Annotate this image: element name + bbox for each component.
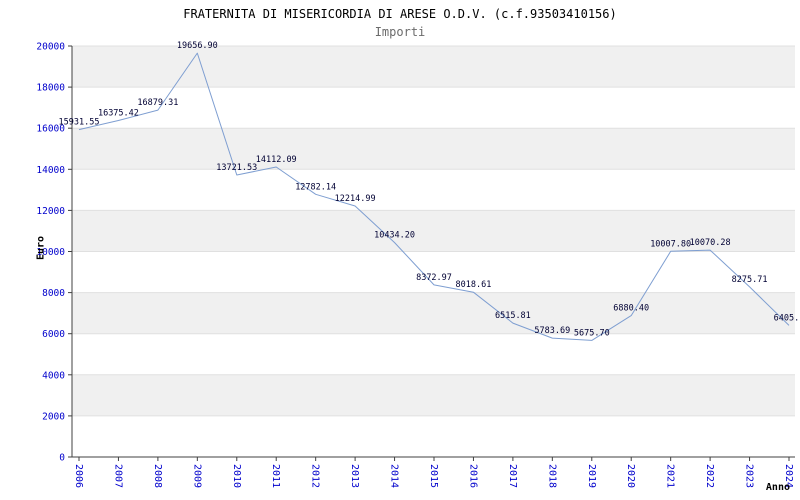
plot-band [72, 210, 795, 252]
point-label: 8275.71 [732, 275, 768, 285]
y-tick-label: 0 [59, 453, 65, 464]
x-tick-label: 2009 [191, 464, 202, 488]
x-tick-label: 2007 [112, 464, 123, 488]
point-label: 12214.99 [335, 194, 376, 204]
x-tick-label: 2022 [704, 464, 715, 488]
point-label: 14112.09 [256, 155, 297, 165]
point-label: 10070.28 [690, 238, 731, 248]
x-tick-label: 2014 [389, 464, 400, 488]
plot-band [72, 374, 795, 416]
x-tick-label: 2018 [546, 464, 557, 488]
chart-title: FRATERNITA DI MISERICORDIA DI ARESE O.D.… [183, 7, 617, 21]
y-axis-title: Euro [35, 235, 47, 261]
point-label: 10434.20 [374, 231, 415, 241]
point-label: 5675.70 [574, 328, 610, 338]
plot-band [72, 169, 795, 211]
point-label: 16375.42 [98, 108, 139, 118]
point-label: 6405.1 [774, 313, 800, 323]
plot-band [72, 128, 795, 170]
y-tick-label: 10000 [36, 247, 65, 258]
y-tick-label: 18000 [36, 83, 65, 94]
y-tick-label: 6000 [42, 329, 65, 340]
y-tick-label: 4000 [42, 370, 65, 381]
y-tick-label: 12000 [36, 206, 65, 217]
plot-band [72, 415, 795, 457]
y-tick-label: 14000 [36, 165, 65, 176]
plot-band [72, 292, 795, 334]
chart-subtitle: Importi [374, 25, 426, 39]
x-tick-label: 2020 [625, 464, 636, 488]
x-tick-label: 2006 [73, 464, 84, 488]
x-tick-label: 2010 [231, 464, 242, 488]
point-label: 12782.14 [295, 182, 336, 192]
point-label: 8018.61 [456, 280, 492, 290]
x-tick-label: 2017 [507, 464, 518, 488]
x-tick-label: 2008 [152, 464, 163, 488]
plot-band [72, 87, 795, 129]
y-tick-label: 20000 [36, 42, 65, 53]
point-label: 15931.55 [59, 118, 100, 128]
x-tick-label: 2024 [783, 464, 794, 488]
x-tick-label: 2012 [310, 464, 321, 488]
x-tick-label: 2016 [467, 464, 478, 488]
x-tick-label: 2019 [586, 464, 597, 488]
point-label: 6880.40 [613, 304, 649, 314]
x-tick-label: 2021 [665, 464, 676, 488]
y-tick-label: 2000 [42, 411, 65, 422]
x-tick-label: 2023 [744, 464, 755, 488]
y-tick-label: 16000 [36, 124, 65, 135]
y-tick-label: 8000 [42, 288, 65, 299]
point-label: 16879.31 [137, 98, 178, 108]
plot-band [72, 251, 795, 293]
plot-band [72, 333, 795, 375]
point-label: 5783.69 [534, 326, 570, 336]
point-label: 8372.97 [416, 273, 452, 283]
point-label: 10007.80 [650, 239, 691, 249]
x-tick-label: 2011 [270, 464, 281, 488]
plot-band [72, 46, 795, 88]
point-label: 19656.90 [177, 41, 218, 51]
x-tick-label: 2015 [428, 464, 439, 488]
series-line [78, 52, 790, 341]
x-axis-title: Anno [765, 482, 790, 493]
x-tick-label: 2013 [349, 464, 360, 488]
point-label: 6515.81 [495, 311, 531, 321]
point-label: 13721.53 [216, 163, 257, 173]
